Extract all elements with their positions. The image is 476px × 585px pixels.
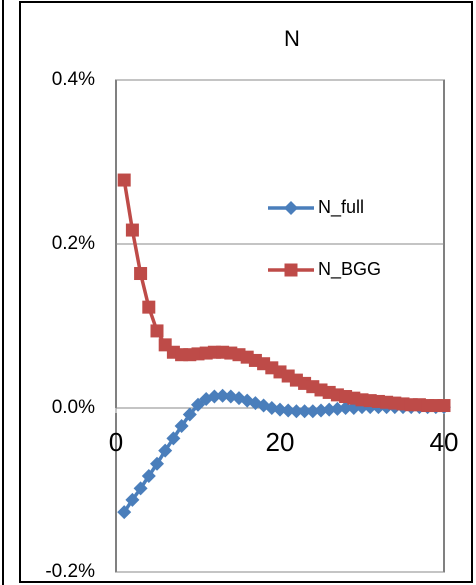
legend-label: N_full xyxy=(318,197,364,218)
marker xyxy=(150,456,164,471)
y-tick-label: -0.2% xyxy=(45,561,95,582)
marker xyxy=(297,404,312,419)
marker xyxy=(125,223,139,237)
marker xyxy=(207,389,222,404)
marker xyxy=(314,403,328,418)
marker xyxy=(150,324,164,338)
chart-title: N xyxy=(284,26,300,51)
marker xyxy=(322,402,337,417)
marker xyxy=(289,404,304,419)
marker xyxy=(117,505,132,520)
y-tick-label: 0.0% xyxy=(52,397,95,418)
marker xyxy=(117,173,131,187)
marker xyxy=(174,419,189,434)
x-tick-label: 40 xyxy=(430,427,459,457)
y-tick-label: 0.4% xyxy=(52,69,95,90)
marker xyxy=(134,267,148,281)
marker xyxy=(437,399,451,413)
marker xyxy=(141,469,156,484)
y-tick-label: 0.2% xyxy=(52,233,95,254)
x-tick-label: 20 xyxy=(266,427,295,457)
marker xyxy=(215,388,230,403)
legend-marker xyxy=(284,201,298,215)
marker xyxy=(305,404,320,419)
marker xyxy=(133,481,148,496)
marker xyxy=(166,431,181,446)
marker xyxy=(182,407,197,422)
marker xyxy=(142,300,156,314)
marker xyxy=(158,443,173,458)
x-tick-label: 0 xyxy=(109,427,123,457)
legend-marker xyxy=(284,263,298,277)
legend-label: N_BGG xyxy=(318,259,381,280)
marker xyxy=(125,492,140,507)
chart-border xyxy=(19,1,473,583)
marker xyxy=(281,403,296,418)
plot-area xyxy=(115,79,445,573)
marker xyxy=(273,402,287,417)
marker xyxy=(330,401,345,416)
